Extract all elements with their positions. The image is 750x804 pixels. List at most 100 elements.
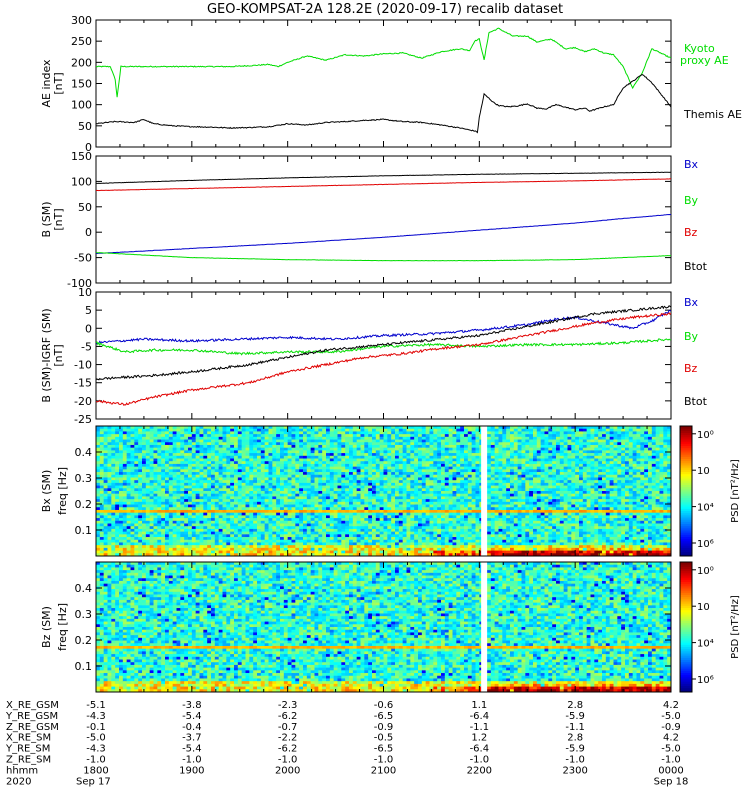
heat-cell [437, 469, 441, 472]
heat-cell [127, 480, 131, 483]
heat-cell [391, 483, 395, 486]
heat-cell [257, 448, 261, 451]
heat-cell [437, 480, 441, 483]
heat-cell [295, 526, 299, 529]
heat-cell [326, 464, 330, 467]
heat-cell [215, 542, 219, 545]
heat-cell [249, 515, 253, 518]
heat-cell [154, 499, 158, 502]
heat-cell [315, 472, 319, 475]
heat-cell [276, 532, 280, 535]
heat-cell [456, 537, 460, 540]
heat-cell [238, 513, 242, 516]
heat-cell [96, 486, 100, 489]
heat-cell [223, 542, 227, 545]
heat-cell [433, 469, 437, 472]
heat-cell [399, 513, 403, 516]
heat-cell [223, 472, 227, 475]
heat-cell [353, 459, 357, 462]
heat-cell [318, 459, 322, 462]
heat-cell [234, 496, 238, 499]
heat-cell [104, 540, 108, 543]
heat-cell [456, 488, 460, 491]
heat-cell [299, 488, 303, 491]
heat-cell [303, 499, 307, 502]
heat-cell [226, 494, 230, 497]
heat-cell [391, 513, 395, 516]
heat-cell [395, 502, 399, 505]
heat-cell [100, 461, 104, 464]
heat-cell [226, 548, 230, 551]
heat-cell [211, 513, 215, 516]
heat-cell [357, 534, 361, 537]
heat-cell [334, 505, 338, 508]
heat-cell [418, 515, 422, 518]
heat-cell [318, 440, 322, 443]
heat-cell [318, 534, 322, 537]
heat-cell [234, 524, 238, 527]
heat-cell [292, 461, 296, 464]
heat-cell [445, 437, 449, 440]
heat-cell [253, 548, 257, 551]
heat-cell [157, 548, 161, 551]
heat-cell [307, 537, 311, 540]
heat-cell [165, 488, 169, 491]
heat-cell [238, 532, 242, 535]
heat-cell [376, 534, 380, 537]
heat-cell [138, 486, 142, 489]
heat-cell [391, 472, 395, 475]
heat-cell [303, 502, 307, 505]
heat-cell [146, 472, 150, 475]
heat-cell [207, 513, 211, 516]
heat-cell [353, 450, 357, 453]
heat-cell [368, 450, 372, 453]
heat-cell [238, 442, 242, 445]
heat-cell [238, 486, 242, 489]
heat-cell [203, 429, 207, 432]
heat-cell [414, 459, 418, 462]
heat-cell [395, 494, 399, 497]
heat-cell [276, 518, 280, 521]
heat-cell [134, 507, 138, 510]
heat-cell [353, 518, 357, 521]
heat-cell [265, 540, 269, 543]
heat-cell [361, 551, 365, 554]
heat-cell [111, 475, 115, 478]
heat-cell [299, 551, 303, 554]
heat-cell [142, 480, 146, 483]
heat-cell [223, 483, 227, 486]
heat-cell [368, 434, 372, 437]
heat-cell [100, 526, 104, 529]
heat-cell [207, 467, 211, 470]
heat-cell [253, 513, 257, 516]
heat-cell [468, 502, 472, 505]
heat-cell [464, 526, 468, 529]
heat-cell [261, 542, 265, 545]
heat-cell [284, 464, 288, 467]
heat-cell [154, 461, 158, 464]
heat-cell [138, 491, 142, 494]
heat-cell [265, 431, 269, 434]
heat-cell [177, 518, 181, 521]
heat-cell [131, 548, 135, 551]
heat-cell [257, 524, 261, 527]
heat-cell [464, 494, 468, 497]
heat-cell [399, 537, 403, 540]
heat-cell [169, 442, 173, 445]
heat-cell [161, 445, 165, 448]
heat-cell [108, 488, 112, 491]
heat-cell [318, 551, 322, 554]
heat-cell [437, 459, 441, 462]
heat-cell [456, 532, 460, 535]
heat-cell [303, 459, 307, 462]
heat-cell [353, 551, 357, 554]
heat-cell [433, 472, 437, 475]
heat-cell [330, 548, 334, 551]
heat-cell [464, 429, 468, 432]
heat-cell [345, 502, 349, 505]
heat-cell [226, 442, 230, 445]
heat-cell [326, 502, 330, 505]
heat-cell [276, 461, 280, 464]
heat-cell [384, 515, 388, 518]
heat-cell [418, 526, 422, 529]
